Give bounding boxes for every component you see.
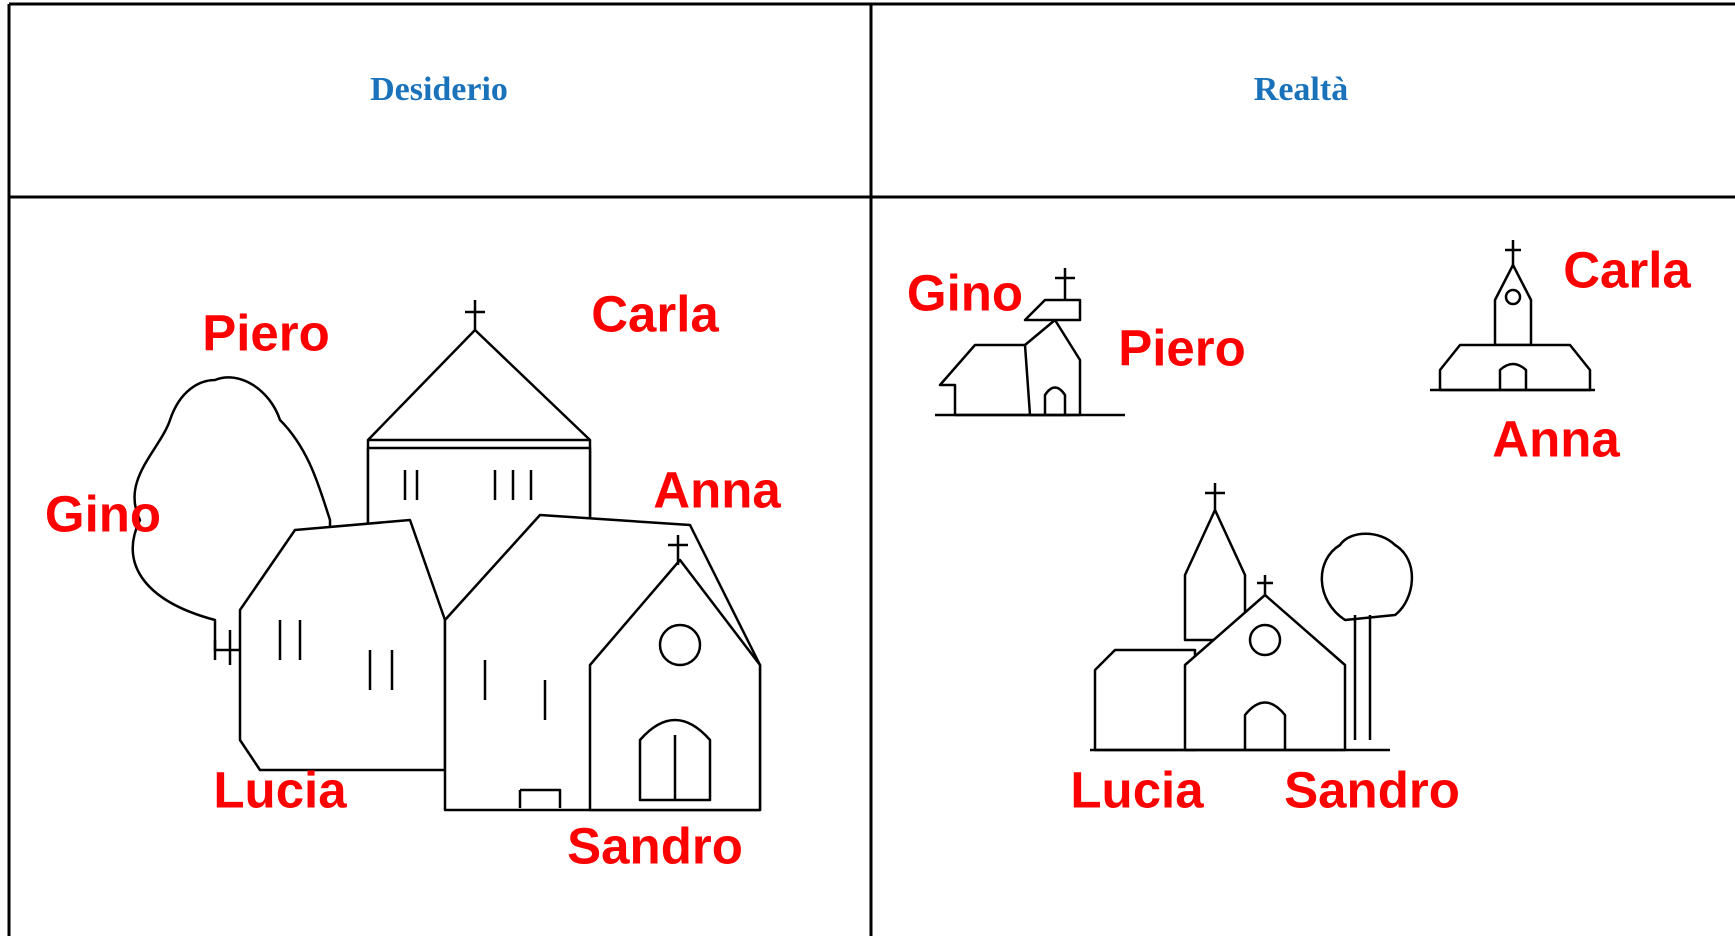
name-label: Gino [45,485,161,542]
column-header: Desiderio [370,71,508,108]
name-label: Piero [1118,319,1246,376]
name-label: Anna [1492,410,1620,467]
name-label: Sandro [1284,761,1460,818]
table-grid [7,2,1735,936]
small-church-illustration [935,268,1125,417]
name-label: Gino [907,264,1023,321]
name-label: Carla [591,285,719,342]
name-label: Piero [202,304,330,361]
big-church-illustration [131,300,762,812]
name-label: Lucia [1070,761,1204,818]
column-header: Realtà [1254,71,1348,108]
name-label: Carla [1563,241,1691,298]
name-label: Lucia [213,761,347,818]
small-church-illustration [1090,483,1414,752]
name-label: Sandro [567,817,743,874]
small-church-illustration [1430,240,1595,392]
name-label: Anna [653,461,781,518]
